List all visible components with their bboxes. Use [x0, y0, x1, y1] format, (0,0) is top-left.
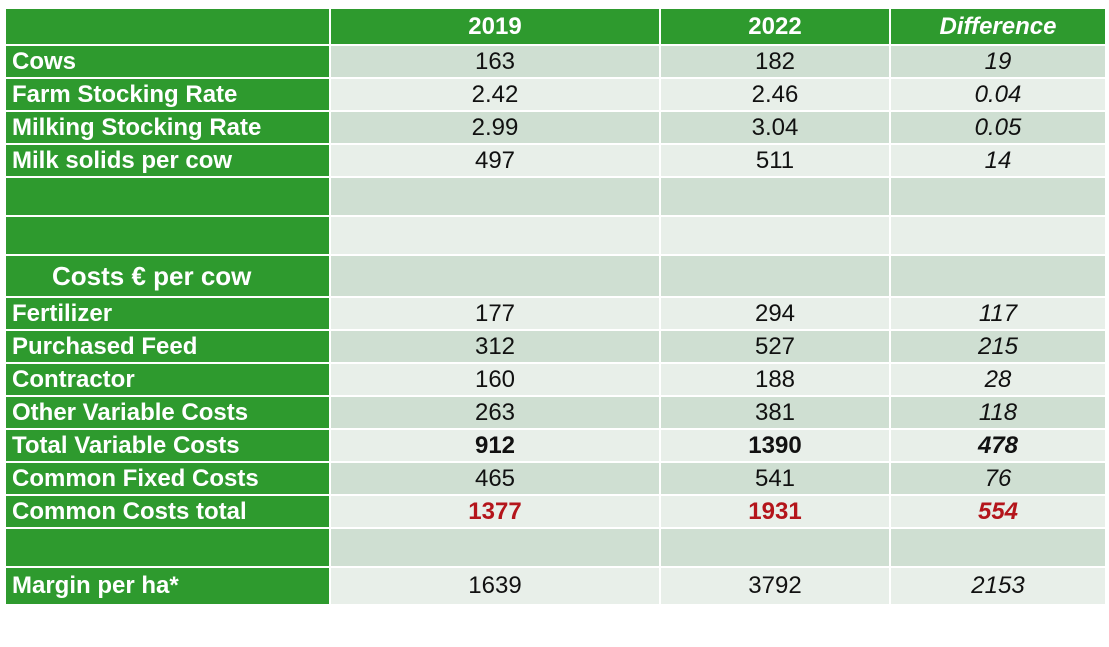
- row-label: Purchased Feed: [4, 329, 331, 364]
- value-2022: 3.04: [659, 110, 891, 145]
- value-2022: 294: [659, 296, 891, 331]
- blank-cell: [889, 176, 1107, 217]
- blank-row: [4, 176, 1107, 217]
- table-row-common-fixed-costs: Common Fixed Costs 465 541 76: [4, 461, 1107, 496]
- header-corner-cell: [4, 7, 331, 46]
- value-2019: 465: [329, 461, 661, 496]
- value-difference: 19: [889, 44, 1107, 79]
- value-difference: 28: [889, 362, 1107, 397]
- value-2022: 1931: [659, 494, 891, 529]
- table-row-other-variable-costs: Other Variable Costs 263 381 118: [4, 395, 1107, 430]
- blank-label-cell: [4, 176, 331, 217]
- value-difference: 2153: [889, 566, 1107, 606]
- value-difference: 14: [889, 143, 1107, 178]
- row-label: Common Fixed Costs: [4, 461, 331, 496]
- value-2019: 2.99: [329, 110, 661, 145]
- value-2019: 312: [329, 329, 661, 364]
- header-2019: 2019: [329, 7, 661, 46]
- value-2019: 163: [329, 44, 661, 79]
- value-2022: 541: [659, 461, 891, 496]
- blank-cell: [889, 527, 1107, 568]
- row-label: Margin per ha*: [4, 566, 331, 606]
- value-2019: 263: [329, 395, 661, 430]
- cost-comparison-table: 2019 2022 Difference Cows 163 182 19 Far…: [4, 7, 1107, 606]
- value-2022: 381: [659, 395, 891, 430]
- table-row-common-costs-total: Common Costs total 1377 1931 554: [4, 494, 1107, 529]
- value-2019: 1639: [329, 566, 661, 606]
- row-label: Milk solids per cow: [4, 143, 331, 178]
- table-row-milk-solids: Milk solids per cow 497 511 14: [4, 143, 1107, 178]
- value-difference: 478: [889, 428, 1107, 463]
- blank-cell: [329, 254, 661, 298]
- table-row-milking-stocking-rate: Milking Stocking Rate 2.99 3.04 0.05: [4, 110, 1107, 145]
- blank-label-cell: [4, 527, 331, 568]
- blank-cell: [659, 215, 891, 256]
- value-2022: 188: [659, 362, 891, 397]
- row-label: Common Costs total: [4, 494, 331, 529]
- value-difference: 117: [889, 296, 1107, 331]
- value-2022: 511: [659, 143, 891, 178]
- table-row-fertilizer: Fertilizer 177 294 117: [4, 296, 1107, 331]
- blank-label-cell: [4, 215, 331, 256]
- value-2022: 527: [659, 329, 891, 364]
- table-row-farm-stocking-rate: Farm Stocking Rate 2.42 2.46 0.04: [4, 77, 1107, 112]
- row-label: Fertilizer: [4, 296, 331, 331]
- value-difference: 215: [889, 329, 1107, 364]
- value-difference: 0.05: [889, 110, 1107, 145]
- value-2022: 1390: [659, 428, 891, 463]
- value-difference: 118: [889, 395, 1107, 430]
- table-row-cows: Cows 163 182 19: [4, 44, 1107, 79]
- value-2019: 1377: [329, 494, 661, 529]
- blank-cell: [889, 254, 1107, 298]
- section-row-costs: Costs € per cow: [4, 254, 1107, 298]
- blank-cell: [329, 527, 661, 568]
- value-difference: 554: [889, 494, 1107, 529]
- row-label: Contractor: [4, 362, 331, 397]
- row-label: Farm Stocking Rate: [4, 77, 331, 112]
- blank-row: [4, 215, 1107, 256]
- value-difference: 0.04: [889, 77, 1107, 112]
- row-label: Total Variable Costs: [4, 428, 331, 463]
- value-2022: 182: [659, 44, 891, 79]
- table-row-purchased-feed: Purchased Feed 312 527 215: [4, 329, 1107, 364]
- table-row-contractor: Contractor 160 188 28: [4, 362, 1107, 397]
- value-2022: 2.46: [659, 77, 891, 112]
- row-label: Milking Stocking Rate: [4, 110, 331, 145]
- blank-cell: [659, 176, 891, 217]
- header-2022: 2022: [659, 7, 891, 46]
- blank-cell: [659, 254, 891, 298]
- blank-cell: [329, 215, 661, 256]
- value-2019: 2.42: [329, 77, 661, 112]
- comparison-table-container: 2019 2022 Difference Cows 163 182 19 Far…: [4, 7, 1107, 606]
- blank-cell: [329, 176, 661, 217]
- blank-cell: [659, 527, 891, 568]
- row-label: Other Variable Costs: [4, 395, 331, 430]
- value-2019: 912: [329, 428, 661, 463]
- value-2022: 3792: [659, 566, 891, 606]
- value-2019: 497: [329, 143, 661, 178]
- table-row-total-variable-costs: Total Variable Costs 912 1390 478: [4, 428, 1107, 463]
- blank-row: [4, 527, 1107, 568]
- blank-cell: [889, 215, 1107, 256]
- value-2019: 177: [329, 296, 661, 331]
- row-label: Cows: [4, 44, 331, 79]
- table-row-margin-per-ha: Margin per ha* 1639 3792 2153: [4, 566, 1107, 606]
- value-difference: 76: [889, 461, 1107, 496]
- header-difference: Difference: [889, 7, 1107, 46]
- value-2019: 160: [329, 362, 661, 397]
- header-row: 2019 2022 Difference: [4, 7, 1107, 46]
- section-title: Costs € per cow: [4, 254, 331, 298]
